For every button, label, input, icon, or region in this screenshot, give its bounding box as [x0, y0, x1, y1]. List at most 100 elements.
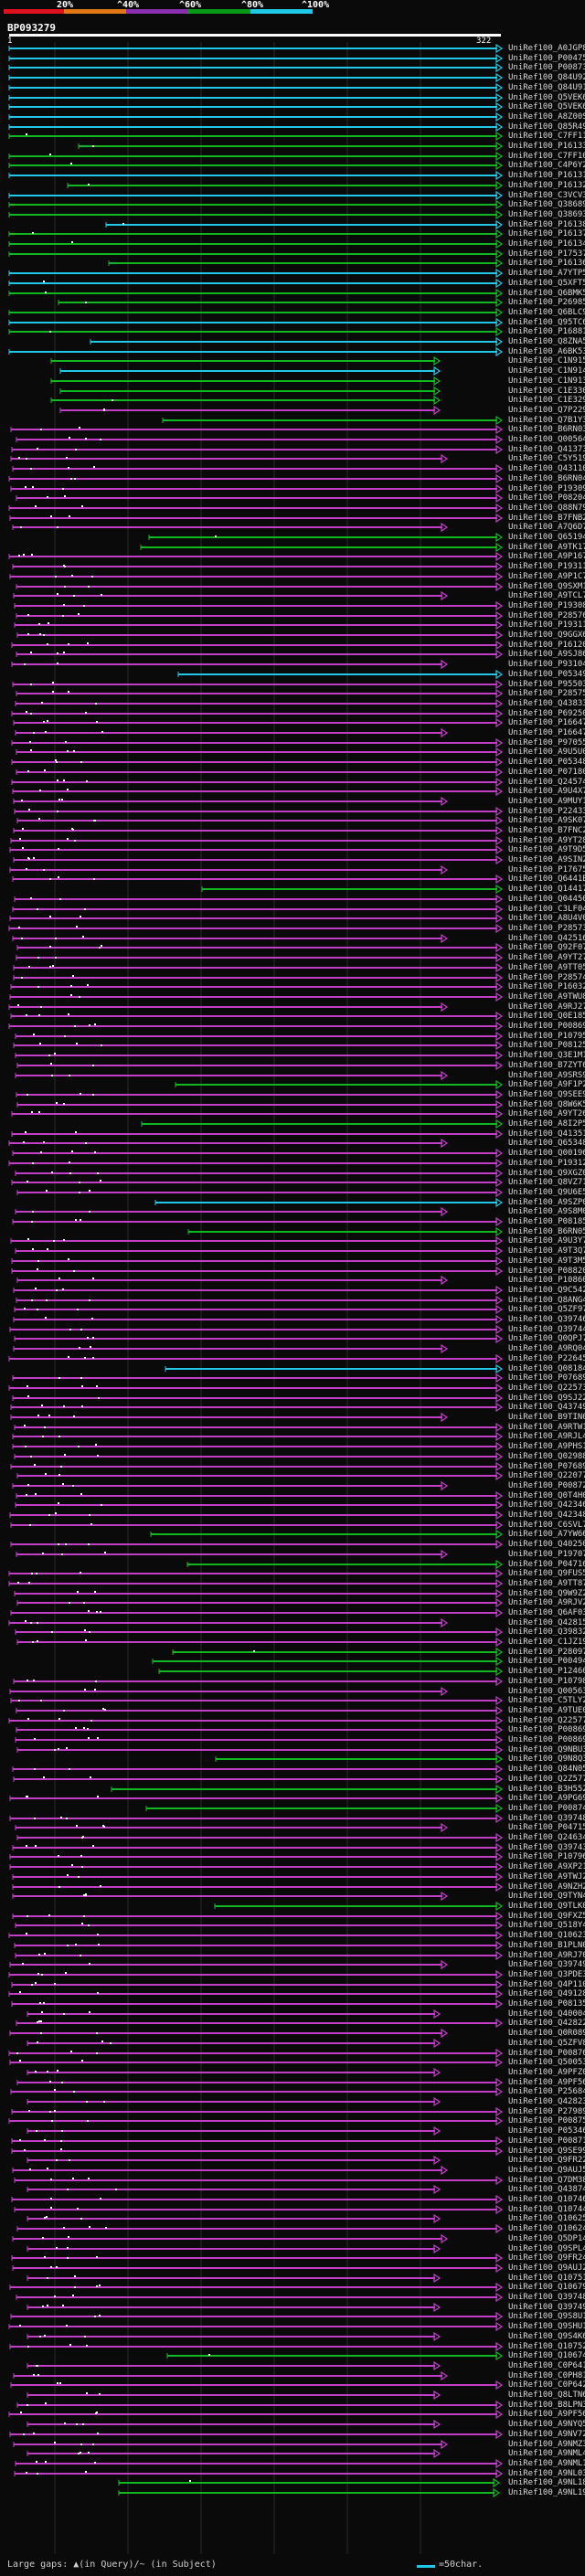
hit-label[interactable]: UniRef100_Q65194	[508, 533, 585, 542]
hit-label[interactable]: UniRef100_P17537	[508, 249, 585, 259]
hit-label[interactable]: UniRef100_Q10623	[508, 1931, 585, 1940]
hit-label[interactable]: UniRef100_P07689	[508, 1462, 585, 1471]
hit-label[interactable]: UniRef100_B6RN04	[508, 474, 585, 483]
hit-label[interactable]: UniRef100_C3LF04	[508, 905, 585, 914]
hit-label[interactable]: UniRef100_Q3E1M1	[508, 1051, 585, 1060]
hit-label[interactable]: UniRef100_Q9SPL4	[508, 2244, 585, 2253]
hit-label[interactable]: UniRef100_Q9SJ22	[508, 1394, 585, 1403]
hit-label[interactable]: UniRef100_Q9FR24	[508, 2253, 585, 2263]
hit-label[interactable]: UniRef100_P05348	[508, 758, 585, 767]
hit-label[interactable]: UniRef100_A7YW66	[508, 1530, 585, 1539]
hit-label[interactable]: UniRef100_Q8ZNA5	[508, 337, 585, 346]
hit-label[interactable]: UniRef100_P08135	[508, 1999, 585, 2009]
hit-label[interactable]: UniRef100_C1E329	[508, 396, 585, 405]
hit-label[interactable]: UniRef100_P19312	[508, 1159, 585, 1168]
hit-label[interactable]: UniRef100_Q9TYN4	[508, 1892, 585, 1901]
hit-label[interactable]: UniRef100_P27989	[508, 2107, 585, 2116]
hit-label[interactable]: UniRef100_P00876	[508, 2049, 585, 2058]
hit-label[interactable]: UniRef100_A9S8M0	[508, 1207, 585, 1216]
hit-label[interactable]: UniRef100_A9SJ86	[508, 650, 585, 659]
hit-label[interactable]: UniRef100_P16647	[508, 728, 585, 737]
hit-label[interactable]: UniRef100_P10796	[508, 1852, 585, 1861]
hit-label[interactable]: UniRef100_P22433	[508, 807, 585, 816]
hit-label[interactable]: UniRef100_Q8LTN6	[508, 2390, 585, 2400]
hit-label[interactable]: UniRef100_A9TWJ2	[508, 1872, 585, 1882]
hit-label[interactable]: UniRef100_C1N913	[508, 376, 585, 386]
hit-label[interactable]: UniRef100_A9NML1	[508, 2459, 585, 2468]
hit-label[interactable]: UniRef100_Q04450	[508, 895, 585, 904]
hit-label[interactable]: UniRef100_Q43749	[508, 1403, 585, 1412]
hit-label[interactable]: UniRef100_Q39744	[508, 1325, 585, 1334]
hit-label[interactable]: UniRef100_Q40004	[508, 2009, 585, 2019]
hit-label[interactable]: UniRef100_P28574	[508, 973, 585, 982]
hit-label[interactable]: UniRef100_Q84U92	[508, 73, 585, 82]
hit-label[interactable]: UniRef100_P16133	[508, 142, 585, 151]
hit-label[interactable]: UniRef100_P00494	[508, 1657, 585, 1666]
hit-label[interactable]: UniRef100_Q9NBU3	[508, 1745, 585, 1754]
hit-label[interactable]: UniRef100_Q42822	[508, 2019, 585, 2028]
hit-label[interactable]: UniRef100_P19311	[508, 562, 585, 571]
hit-label[interactable]: UniRef100_Q00563	[508, 1687, 585, 1696]
hit-label[interactable]: UniRef100_Q10679	[508, 2283, 585, 2292]
hit-label[interactable]: UniRef100_C1JZ19	[508, 1638, 585, 1647]
hit-label[interactable]: UniRef100_P05349	[508, 670, 585, 679]
hit-label[interactable]: UniRef100_Q39743	[508, 1843, 585, 1852]
hit-label[interactable]: UniRef100_Q14417	[508, 885, 585, 894]
hit-label[interactable]: UniRef100_Q42516	[508, 934, 585, 943]
hit-label[interactable]: UniRef100_A8I2P5	[508, 1119, 585, 1129]
hit-label[interactable]: UniRef100_P10860	[508, 1276, 585, 1285]
hit-label[interactable]: UniRef100_Q6441B	[508, 875, 585, 884]
hit-label[interactable]: UniRef100_Q9N8Q3	[508, 1754, 585, 1764]
hit-label[interactable]: UniRef100_A9SK07	[508, 816, 585, 825]
hit-label[interactable]: UniRef100_Q7B1Y3	[508, 416, 585, 425]
hit-label[interactable]: UniRef100_Q7DM38	[508, 2176, 585, 2185]
hit-label[interactable]: UniRef100_P69250	[508, 709, 585, 718]
hit-label[interactable]: UniRef100_A9MUY1	[508, 797, 585, 806]
hit-label[interactable]: UniRef100_Q9C542	[508, 1286, 585, 1295]
hit-label[interactable]: UniRef100_Q5XFT5	[508, 279, 585, 288]
hit-label[interactable]: UniRef100_P97055	[508, 738, 585, 747]
hit-label[interactable]: UniRef100_Q08184	[508, 1364, 585, 1373]
hit-label[interactable]: UniRef100_Q9S4K6	[508, 2332, 585, 2341]
hit-label[interactable]: UniRef100_P10795	[508, 1032, 585, 1041]
hit-label[interactable]: UniRef100_Q10752	[508, 2342, 585, 2351]
hit-label[interactable]: UniRef100_A9TWU8	[508, 992, 585, 1002]
hit-label[interactable]: UniRef100_Q9TLK0	[508, 1902, 585, 1911]
hit-label[interactable]: UniRef100_Q42815	[508, 1618, 585, 1627]
hit-label[interactable]: UniRef100_C0PH81	[508, 2371, 585, 2380]
hit-label[interactable]: UniRef100_A9NML4	[508, 2449, 585, 2458]
hit-label[interactable]: UniRef100_Q9AUJ5	[508, 2166, 585, 2175]
hit-label[interactable]: UniRef100_Q22573	[508, 1383, 585, 1393]
hit-label[interactable]: UniRef100_P16138	[508, 220, 585, 229]
hit-label[interactable]: UniRef100_Q39749	[508, 1960, 585, 1969]
hit-label[interactable]: UniRef100_P16131	[508, 171, 585, 180]
hit-label[interactable]: UniRef100_P00871	[508, 2136, 585, 2146]
hit-label[interactable]: UniRef100_A9NZH2	[508, 1882, 585, 1892]
hit-label[interactable]: UniRef100_P00874	[508, 1804, 585, 1813]
hit-label[interactable]: UniRef100_Q84N05	[508, 1765, 585, 1774]
hit-label[interactable]: UniRef100_P28573	[508, 924, 585, 933]
hit-label[interactable]: UniRef100_A9F1P2	[508, 1080, 585, 1089]
hit-label[interactable]: UniRef100_B9TIN0	[508, 1413, 585, 1422]
hit-label[interactable]: UniRef100_Q9U6E5	[508, 1188, 585, 1197]
hit-label[interactable]: UniRef100_Q9AUJ2	[508, 2263, 585, 2273]
hit-label[interactable]: UniRef100_B1PLN0	[508, 1941, 585, 1950]
hit-label[interactable]: UniRef100_Q9FUS5	[508, 1569, 585, 1578]
hit-label[interactable]: UniRef100_B6RN05	[508, 1227, 585, 1236]
hit-label[interactable]: UniRef100_A9RTW1	[508, 1423, 585, 1432]
hit-label[interactable]: UniRef100_A9TT87	[508, 1579, 585, 1588]
hit-label[interactable]: UniRef100_A9NMZ3	[508, 2440, 585, 2449]
hit-label[interactable]: UniRef100_P17675	[508, 865, 585, 875]
hit-label[interactable]: UniRef100_Q9XGZ0	[508, 1169, 585, 1178]
hit-label[interactable]: UniRef100_P16136	[508, 259, 585, 268]
hit-label[interactable]: UniRef100_Q22577	[508, 1716, 585, 1725]
hit-label[interactable]: UniRef100_P16120	[508, 641, 585, 650]
hit-label[interactable]: UniRef100_B7FNB2	[508, 514, 585, 523]
hit-label[interactable]: UniRef100_P16132	[508, 181, 585, 190]
hit-label[interactable]: UniRef100_C1N915	[508, 356, 585, 366]
hit-label[interactable]: UniRef100_P16881	[508, 327, 585, 336]
hit-label[interactable]: UniRef100_Q88N79	[508, 504, 585, 513]
hit-label[interactable]: UniRef100_Q92F07	[508, 943, 585, 952]
hit-label[interactable]: UniRef100_P16137	[508, 229, 585, 239]
hit-label[interactable]: UniRef100_Q0E185	[508, 1012, 585, 1021]
